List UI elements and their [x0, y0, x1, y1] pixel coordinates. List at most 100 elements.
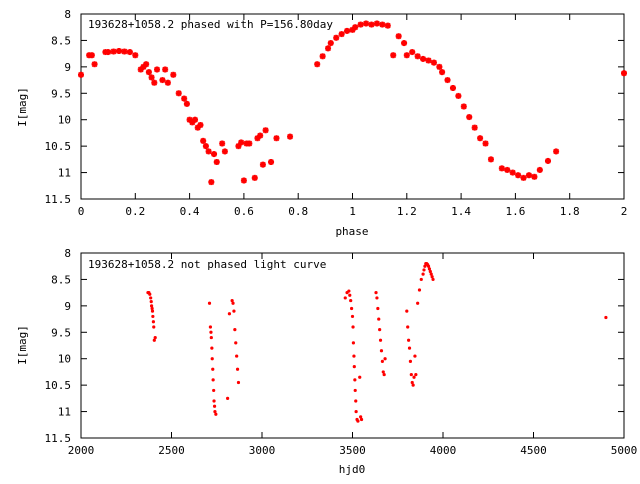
x-tick-label: 3000 — [249, 444, 276, 457]
x-tick-label: 2 — [621, 205, 628, 218]
y-tick-label: 8.5 — [51, 273, 71, 286]
data-point — [359, 415, 363, 419]
data-point — [531, 173, 538, 180]
data-point — [145, 69, 152, 76]
data-point — [407, 338, 411, 342]
data-point — [110, 48, 117, 55]
data-point — [209, 330, 213, 334]
data-point — [105, 49, 112, 56]
data-point — [482, 140, 489, 147]
data-point — [409, 49, 416, 56]
y-tick-label: 10 — [58, 114, 71, 127]
data-point — [409, 372, 413, 377]
data-point — [143, 61, 150, 68]
data-point — [287, 133, 294, 140]
data-point — [379, 21, 386, 28]
data-points-phased — [78, 20, 627, 186]
data-point — [349, 298, 353, 303]
data-point — [383, 357, 387, 361]
data-point — [430, 59, 437, 66]
data-point — [235, 367, 240, 371]
data-point — [471, 124, 478, 131]
data-point — [152, 338, 156, 342]
x-tick-label: 0.2 — [125, 205, 145, 218]
data-point — [410, 380, 414, 385]
data-point — [257, 132, 264, 139]
y-tick-label: 9.5 — [51, 326, 71, 339]
data-point — [377, 317, 381, 321]
data-points-unphased — [146, 261, 608, 423]
data-point — [487, 156, 494, 163]
data-point — [525, 172, 532, 179]
data-point — [232, 309, 236, 313]
data-point — [121, 48, 128, 55]
data-point — [149, 296, 153, 300]
data-point — [148, 292, 152, 296]
data-point — [384, 22, 391, 29]
data-point — [205, 148, 212, 155]
data-point — [413, 354, 417, 358]
data-point — [436, 63, 443, 70]
y-tick-label: 9 — [64, 300, 71, 313]
x-tick-label: 2000 — [68, 444, 95, 457]
data-point — [439, 69, 446, 76]
y-tick-label: 10.5 — [45, 379, 72, 392]
data-point — [412, 375, 416, 379]
data-point — [429, 272, 433, 276]
data-point — [268, 159, 275, 165]
x-tick-label: 0 — [78, 205, 85, 218]
data-point — [423, 264, 427, 268]
data-point — [234, 341, 238, 345]
data-point — [426, 264, 431, 268]
data-point — [455, 92, 462, 99]
data-point — [430, 275, 434, 279]
chart-title-phased: 193628+1058.2 phased with P=156.80day — [88, 18, 333, 31]
data-point — [151, 320, 155, 324]
data-point — [621, 70, 627, 77]
x-tick-label: 0.6 — [234, 205, 254, 218]
data-point — [354, 399, 358, 403]
data-point — [212, 404, 217, 408]
data-point — [151, 314, 155, 319]
axis-ticks-unphased: 2000 2500 3000 3500 4000 4500 5000 8 8.5 9 9.5 10 10… — [45, 247, 638, 457]
data-point — [240, 177, 247, 184]
data-point — [149, 304, 154, 308]
y-tick-label: 11.5 — [45, 432, 72, 445]
data-point — [414, 53, 421, 60]
data-point — [235, 354, 239, 358]
data-point — [175, 90, 182, 97]
chart-title-unphased: 193628+1058.2 not phased light curve — [88, 258, 326, 271]
data-point — [354, 409, 358, 414]
data-point — [425, 57, 432, 64]
data-point — [231, 301, 235, 305]
data-point — [344, 27, 351, 34]
data-point — [405, 309, 409, 313]
data-point — [431, 277, 435, 282]
data-point — [381, 370, 385, 374]
data-point — [325, 45, 332, 52]
data-point — [449, 85, 456, 91]
data-point — [509, 169, 516, 176]
data-point — [200, 137, 207, 144]
data-point — [170, 71, 177, 78]
data-point — [78, 71, 84, 78]
x-tick-label: 1.2 — [397, 205, 417, 218]
x-axis-label-phased: phase — [335, 225, 368, 238]
data-point — [477, 135, 484, 142]
x-tick-label: 3500 — [339, 444, 366, 457]
x-tick-label: 1.6 — [505, 205, 525, 218]
data-point — [380, 359, 384, 363]
data-point — [416, 301, 420, 305]
data-point — [417, 288, 422, 292]
data-point — [343, 296, 347, 300]
data-point — [375, 296, 379, 300]
data-point — [262, 127, 269, 134]
data-point — [148, 74, 155, 81]
data-point — [352, 365, 356, 369]
data-point — [406, 325, 410, 329]
data-point — [411, 383, 415, 387]
panel-phased: 193628+1058.2 phased with P=156.80day ph… — [16, 8, 627, 238]
data-point — [251, 174, 258, 181]
data-point — [126, 49, 133, 56]
